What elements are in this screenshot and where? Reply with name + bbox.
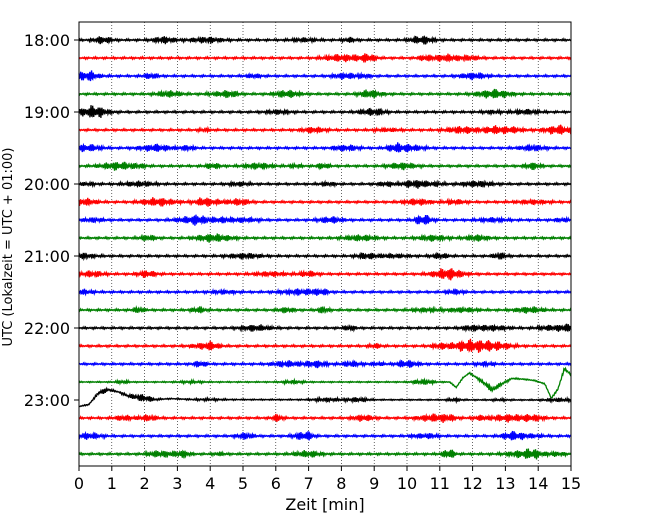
- y-tick-label-2: 20:00: [24, 175, 70, 194]
- trace-row-9: [78, 197, 572, 207]
- y-tick-label-3: 21:00: [24, 247, 70, 266]
- trace-row-3: [78, 88, 572, 99]
- trace-row-17: [78, 338, 572, 353]
- x-tick-label-10: 10: [397, 474, 417, 493]
- y-axis-ticks: 18:00 19:00 20:00 21:00 22:00 23:00: [24, 31, 79, 410]
- seismogram-traces: [78, 35, 572, 460]
- x-tick-label-7: 7: [304, 474, 314, 493]
- x-tick-label-2: 2: [140, 474, 150, 493]
- trace-row-10: [78, 214, 572, 226]
- trace-row-2: [78, 70, 572, 82]
- y-axis-label: UTC (Lokalzeit = UTC + 01:00): [1, 148, 16, 347]
- trace-row-22: [78, 430, 572, 441]
- x-axis-label: Zeit [min]: [285, 495, 364, 514]
- x-tick-label-14: 14: [528, 474, 548, 493]
- trace-row-20: [78, 386, 572, 408]
- x-tick-label-8: 8: [336, 474, 346, 493]
- trace-row-18: [78, 358, 572, 369]
- trace-row-15: [78, 305, 572, 315]
- trace-row-12: [78, 251, 572, 262]
- x-tick-label-6: 6: [271, 474, 281, 493]
- trace-row-0: [78, 35, 572, 45]
- y-tick-label-0: 18:00: [24, 31, 70, 50]
- trace-row-19: [78, 366, 572, 399]
- x-tick-label-11: 11: [430, 474, 450, 493]
- x-tick-label-0: 0: [74, 474, 84, 493]
- x-tick-label-4: 4: [205, 474, 215, 493]
- x-tick-label-15: 15: [561, 474, 581, 493]
- y-tick-label-1: 19:00: [24, 103, 70, 122]
- trace-row-5: [78, 124, 572, 135]
- trace-row-7: [78, 161, 572, 171]
- x-tick-label-3: 3: [172, 474, 182, 493]
- trace-row-8: [78, 179, 572, 189]
- trace-row-4: [78, 105, 572, 118]
- x-tick-label-5: 5: [238, 474, 248, 493]
- x-tick-label-1: 1: [107, 474, 117, 493]
- x-tick-label-9: 9: [369, 474, 379, 493]
- trace-row-13: [78, 268, 572, 281]
- x-tick-label-13: 13: [495, 474, 515, 493]
- x-tick-label-12: 12: [462, 474, 482, 493]
- trace-row-21: [78, 413, 572, 423]
- trace-row-6: [78, 142, 572, 153]
- trace-row-16: [78, 323, 572, 333]
- trace-row-23: [78, 448, 572, 460]
- trace-row-11: [78, 233, 572, 243]
- y-tick-label-4: 22:00: [24, 319, 70, 338]
- plot-frame: [78, 21, 572, 467]
- trace-row-14: [78, 287, 572, 297]
- trace-row-1: [78, 53, 572, 64]
- y-tick-label-5: 23:00: [24, 391, 70, 410]
- vertical-gridlines: [111, 22, 539, 466]
- x-axis-ticks: 0 1 2 3 4 5 6 7 8 9 10 11 12 13 14 15: [74, 466, 581, 493]
